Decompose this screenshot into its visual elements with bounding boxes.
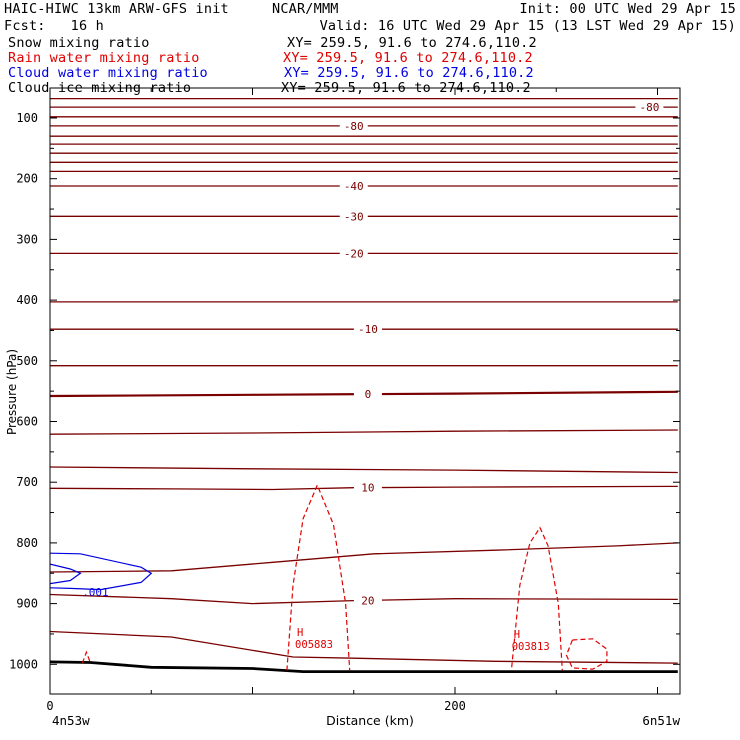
cloud-water-label: .001 (82, 586, 109, 599)
x-tick-label: 200 (444, 699, 466, 713)
rain-high-value: 005883 (295, 639, 333, 651)
contour-label-bg (353, 388, 382, 401)
x-start-label: 4n53w (52, 713, 90, 728)
contour-label: 0 (365, 388, 372, 401)
rain-contour (565, 638, 608, 670)
y-tick-label: 500 (16, 354, 38, 368)
org-label: NCAR/MMM (272, 1, 339, 17)
rain-contour (511, 526, 563, 671)
contour-label: 20 (361, 594, 374, 607)
legend-rain-xy: XY= 259.5, 91.6 to 274.6,110.2 (283, 50, 533, 66)
x-end-label: 6n51w (642, 713, 680, 728)
contour-label-bg (339, 247, 368, 260)
contour-label-bg (635, 101, 664, 114)
temperature-contour (50, 390, 678, 398)
contour-label-bg (353, 481, 382, 494)
contour-label-bg (339, 210, 368, 223)
legend-cloud-water-xy: XY= 259.5, 91.6 to 274.6,110.2 (284, 65, 534, 81)
legend-cloud-water-label: Cloud water mixing ratio (8, 65, 208, 81)
rain-high-marker: H (514, 629, 520, 641)
init-time: Init: 00 UTC Wed 29 Apr 15 (519, 1, 736, 17)
contour-label-bg (339, 119, 368, 132)
y-tick-label: 1000 (9, 657, 38, 671)
cloud-water-contour (50, 552, 153, 591)
forecast-hour: Fcst: 16 h (4, 18, 104, 34)
contour-label: -10 (358, 323, 378, 336)
contour-label: -20 (344, 247, 364, 260)
terrain-line (50, 660, 678, 673)
y-axis-label: Pressure (hPa) (5, 349, 19, 435)
y-tick-label: 400 (16, 293, 38, 307)
contour-label: -40 (344, 180, 364, 193)
model-title: HAIC-HIWC 13km ARW-GFS init (4, 1, 229, 17)
temperature-contour (50, 542, 678, 573)
rain-high-value: 003813 (512, 641, 550, 653)
y-tick-label: 800 (16, 536, 38, 550)
temperature-contour (50, 630, 678, 664)
valid-time: Valid: 16 UTC Wed 29 Apr 15 (13 LST Wed … (319, 18, 736, 34)
contour-label: -80 (639, 101, 659, 114)
temperature-contour (50, 429, 678, 435)
legend-snow-label: Snow mixing ratio (8, 35, 150, 51)
y-tick-label: 900 (16, 597, 38, 611)
y-tick-label: 100 (16, 111, 38, 125)
contour-label: 10 (361, 482, 374, 495)
x-tick-label: 0 (46, 699, 53, 713)
contour-label-bg (339, 179, 368, 192)
contour-label: -80 (344, 120, 364, 133)
y-tick-label: 200 (16, 172, 38, 186)
y-tick-label: 700 (16, 475, 38, 489)
legend-snow-xy: XY= 259.5, 91.6 to 274.6,110.2 (287, 35, 537, 51)
contour-label-bg (353, 594, 382, 607)
contour-label-bg (353, 323, 382, 336)
contour-label: -30 (344, 210, 364, 223)
x-axis-label: Distance (km) (326, 713, 414, 728)
y-tick-label: 600 (16, 415, 38, 429)
legend-rain-label: Rain water mixing ratio (8, 50, 200, 66)
rain-high-marker: H (297, 627, 303, 639)
temperature-contour (50, 466, 678, 474)
temperature-contour (50, 485, 678, 491)
y-tick-label: 300 (16, 232, 38, 246)
temperature-contour (50, 593, 678, 605)
rain-contour (81, 650, 92, 664)
cloud-water-contour (50, 563, 82, 585)
